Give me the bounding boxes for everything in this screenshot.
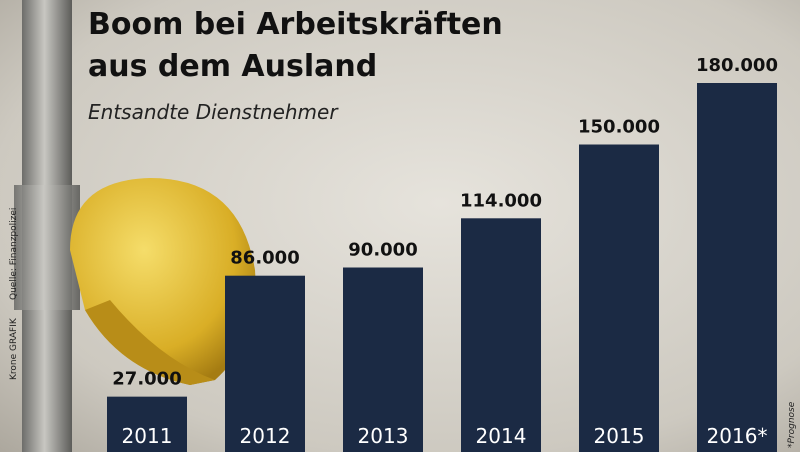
note: *Prognose [787, 401, 797, 448]
bar [579, 144, 659, 452]
value-label: 180.000 [696, 55, 778, 76]
credit: Krone GRAFIK [9, 317, 19, 380]
bar [697, 83, 777, 452]
value-label: 114.000 [460, 190, 542, 211]
value-label: 27.000 [112, 369, 181, 390]
chart-title: Boom bei Arbeitskräften aus dem Ausland [88, 7, 503, 84]
bar [107, 396, 187, 452]
chart-subtitle: Entsandte Dienstnehmer [88, 100, 338, 124]
category-label: 2014 [476, 424, 527, 448]
category-label: 2015 [594, 424, 645, 448]
pipe-fitting [14, 185, 80, 310]
category-label: 2012 [240, 424, 291, 448]
bar [343, 267, 423, 452]
helmet [70, 178, 256, 385]
category-label: 2011 [122, 424, 173, 448]
bar [461, 218, 541, 452]
value-label: 150.000 [578, 117, 660, 138]
value-label: 90.000 [348, 240, 417, 261]
category-label: 2013 [358, 424, 409, 448]
value-label: 86.000 [230, 248, 299, 269]
bar [225, 275, 305, 452]
category-label: 2016* [707, 424, 768, 448]
source: Quelle: Finanzpolizei [9, 208, 19, 300]
